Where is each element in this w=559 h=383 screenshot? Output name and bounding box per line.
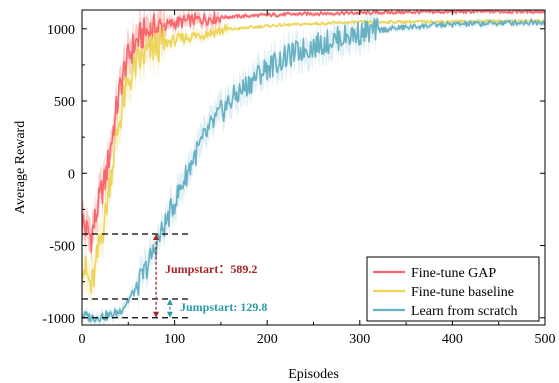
arrow-head xyxy=(166,298,173,305)
arrow-head xyxy=(166,311,173,318)
x-tick-label: 0 xyxy=(79,332,86,347)
arrow-head xyxy=(153,311,160,318)
legend: Fine-tune GAP Fine-tune baseline Learn fro… xyxy=(366,256,540,322)
legend-entry: Fine-tune baseline xyxy=(411,285,514,300)
x-tick-label: 400 xyxy=(442,332,463,347)
x-tick-label: 200 xyxy=(257,332,278,347)
series-line-1 xyxy=(82,18,545,294)
arrow-head xyxy=(153,233,160,240)
y-tick-label: 0 xyxy=(68,167,75,182)
confidence-band-0 xyxy=(82,10,545,270)
y-tick-label: -500 xyxy=(49,240,75,255)
legend-entry: Fine-tune GAP xyxy=(411,266,496,281)
series-line-2 xyxy=(82,17,545,323)
x-tick-label: 100 xyxy=(164,332,185,347)
x-tick-label: 500 xyxy=(535,332,556,347)
y-tick-label: 1000 xyxy=(47,23,75,38)
y-tick-label: -1000 xyxy=(42,312,75,327)
x-tick-label: 300 xyxy=(349,332,370,347)
jumpstart-label: Jumpstart: 129.8 xyxy=(180,300,267,314)
x-axis-title: Episodes xyxy=(288,367,339,382)
jumpstart-label: Jumpstart：589.2 xyxy=(165,262,257,276)
legend-entry: Learn from scratch xyxy=(411,304,518,319)
y-tick-label: 500 xyxy=(54,95,75,110)
y-axis-title: Average Reward xyxy=(13,121,28,214)
